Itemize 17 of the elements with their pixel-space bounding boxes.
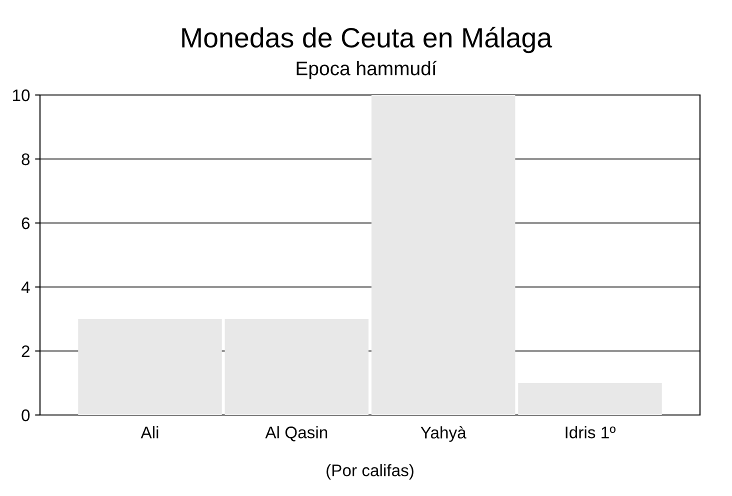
bar <box>371 95 516 415</box>
x-axis-title: (Por califas) <box>326 464 414 480</box>
x-tick-label: Idris 1º <box>566 426 616 438</box>
y-tick-label: 2 <box>22 345 30 358</box>
bar <box>518 383 662 415</box>
y-tick-label: 0 <box>22 409 30 422</box>
x-tick-label: Yahyà <box>420 426 466 442</box>
y-tick-label: 4 <box>21 282 30 294</box>
y-tick-label: 10 <box>13 89 30 102</box>
x-tick-label: Ali <box>140 426 158 438</box>
bar <box>78 319 222 415</box>
chart-subtitle: Epoca hammudí <box>296 60 437 80</box>
chart-title: Monedas de Ceuta en Málaga <box>182 26 552 54</box>
bar <box>224 319 369 415</box>
x-tick-label: Al Qasin <box>265 426 328 442</box>
y-tick-label: 6 <box>22 217 30 230</box>
y-tick-label: 8 <box>22 153 30 166</box>
